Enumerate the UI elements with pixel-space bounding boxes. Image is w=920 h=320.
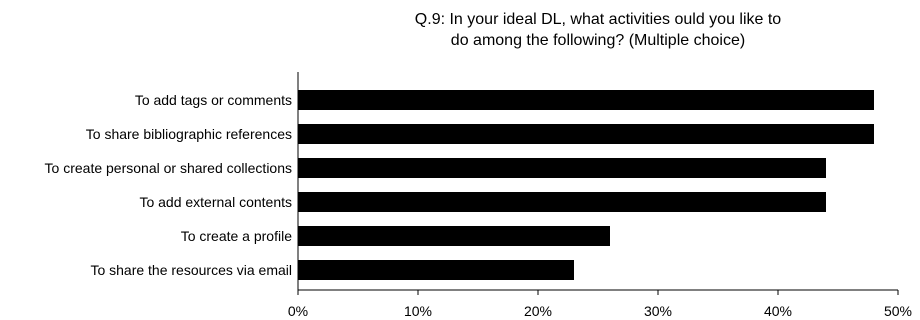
bar: [298, 90, 874, 110]
category-label: To share bibliographic references: [86, 126, 292, 142]
x-tick-label: 20%: [524, 303, 552, 319]
bar: [298, 260, 574, 280]
chart-title-line-2: do among the following? (Multiple choice…: [450, 32, 746, 49]
chart-title-line-1: Q.9: In your ideal DL, what activities o…: [414, 11, 782, 28]
category-label: To create a profile: [181, 228, 292, 244]
category-label: To share the resources via email: [90, 262, 292, 278]
x-tick-label: 40%: [764, 303, 792, 319]
bar: [298, 158, 826, 178]
x-tick-label: 0%: [288, 303, 308, 319]
bar: [298, 192, 826, 212]
x-tick-label: 50%: [884, 303, 912, 319]
x-tick-label: 30%: [644, 303, 672, 319]
x-tick-label: 10%: [404, 303, 432, 319]
category-label: To create personal or shared collections: [45, 160, 292, 176]
category-label: To add external contents: [139, 194, 292, 210]
bar: [298, 226, 610, 246]
category-label: To add tags or comments: [135, 92, 292, 108]
bar: [298, 124, 874, 144]
